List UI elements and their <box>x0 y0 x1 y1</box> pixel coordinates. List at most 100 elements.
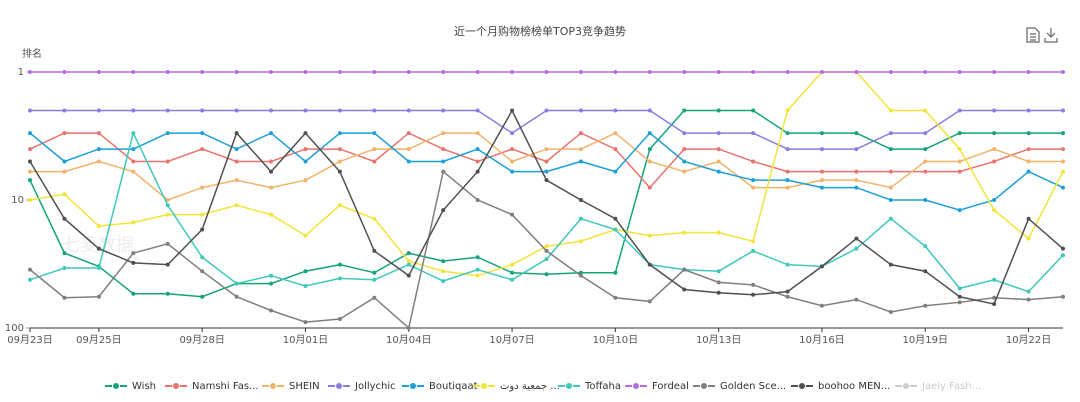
data-point <box>62 251 67 256</box>
data-point <box>1026 169 1031 174</box>
data-point <box>406 326 411 330</box>
legend-swatch <box>269 382 277 390</box>
data-point <box>682 230 687 235</box>
legend-item[interactable]: SHEIN <box>262 381 320 392</box>
data-point <box>441 269 446 274</box>
download-icon[interactable] <box>1044 28 1058 43</box>
data-point <box>406 262 411 267</box>
data-point <box>303 108 308 113</box>
data-point <box>337 276 342 281</box>
data-point <box>785 70 790 74</box>
data-point <box>785 169 790 174</box>
data-point <box>28 131 32 136</box>
data-point <box>682 70 687 74</box>
data-point <box>303 233 308 238</box>
data-point <box>269 169 274 174</box>
data-point <box>716 169 721 174</box>
data-point <box>923 108 928 113</box>
data-point <box>475 159 480 164</box>
export-icon[interactable] <box>1026 27 1058 43</box>
data-point <box>785 147 790 152</box>
data-point <box>1026 131 1031 136</box>
legend-swatch <box>798 382 806 390</box>
legend-item[interactable]: boohoo MEN... <box>791 381 890 392</box>
data-point <box>544 70 549 74</box>
data-point <box>165 203 170 208</box>
legend-label: Boutiqaat <box>429 381 478 392</box>
data-point <box>957 286 962 291</box>
data-point <box>1026 297 1031 302</box>
data-point <box>1026 236 1031 241</box>
data-point <box>269 281 274 286</box>
data-point <box>682 267 687 272</box>
data-point <box>785 178 790 183</box>
data-view-icon[interactable] <box>1026 27 1040 43</box>
data-point <box>96 108 101 113</box>
data-point <box>544 147 549 152</box>
data-point <box>372 70 377 74</box>
data-point <box>28 198 32 202</box>
data-point <box>131 220 136 225</box>
legend-label: Jollychic <box>354 381 396 392</box>
data-point <box>923 244 928 249</box>
data-point <box>682 131 687 136</box>
data-point <box>475 131 480 136</box>
legend-item[interactable]: جمعية دوت ... <box>473 381 560 392</box>
legend-item[interactable]: Boutiqaat <box>402 381 478 392</box>
legend-item[interactable]: Golden Sce... <box>693 381 786 392</box>
data-point <box>372 108 377 113</box>
data-point <box>647 131 652 136</box>
data-point <box>1061 147 1065 152</box>
data-point <box>165 70 170 74</box>
data-point <box>854 147 859 152</box>
data-point <box>131 159 136 164</box>
data-point <box>647 233 652 238</box>
data-point <box>200 108 205 113</box>
data-point <box>716 269 721 274</box>
data-point <box>923 131 928 136</box>
data-point <box>62 169 67 174</box>
data-point <box>544 257 549 262</box>
legend-item[interactable]: Fordeal <box>625 381 689 392</box>
data-point <box>337 147 342 152</box>
data-point <box>854 169 859 174</box>
data-point <box>165 108 170 113</box>
data-point <box>1061 246 1065 251</box>
data-point <box>131 260 136 265</box>
x-tick-label: 09月23日 <box>7 334 52 346</box>
data-point <box>269 159 274 164</box>
data-point <box>751 108 756 113</box>
data-point <box>303 147 308 152</box>
data-point <box>372 248 377 253</box>
data-point <box>96 294 101 299</box>
data-point <box>751 248 756 253</box>
data-point <box>200 227 205 232</box>
data-point <box>1061 294 1065 299</box>
data-point <box>441 147 446 152</box>
legend-item[interactable]: Jollychic <box>328 381 396 392</box>
data-point <box>372 270 377 275</box>
legend-item[interactable]: Namshi Fas... <box>165 381 259 392</box>
data-point <box>441 259 446 264</box>
data-point <box>406 159 411 164</box>
data-point <box>1026 216 1031 221</box>
data-point <box>888 108 893 113</box>
data-point <box>647 185 652 190</box>
x-tick-label: 09月28日 <box>179 334 224 346</box>
data-point <box>131 147 136 152</box>
data-point <box>544 159 549 164</box>
x-tick-label: 10月10日 <box>593 334 638 346</box>
data-point <box>131 291 136 296</box>
legend-item[interactable]: Wish <box>105 381 156 392</box>
data-point <box>578 270 583 275</box>
x-tick-label: 10月01日 <box>283 334 328 346</box>
legend-item[interactable]: Toffaha <box>558 381 621 392</box>
legend-label: Wish <box>132 381 156 392</box>
data-point <box>819 303 824 308</box>
data-point <box>578 108 583 113</box>
legend-swatch <box>112 382 120 390</box>
legend-item[interactable]: Jaely Fash... <box>895 381 981 392</box>
data-point <box>475 198 480 202</box>
data-point <box>785 294 790 299</box>
data-point <box>510 277 515 282</box>
